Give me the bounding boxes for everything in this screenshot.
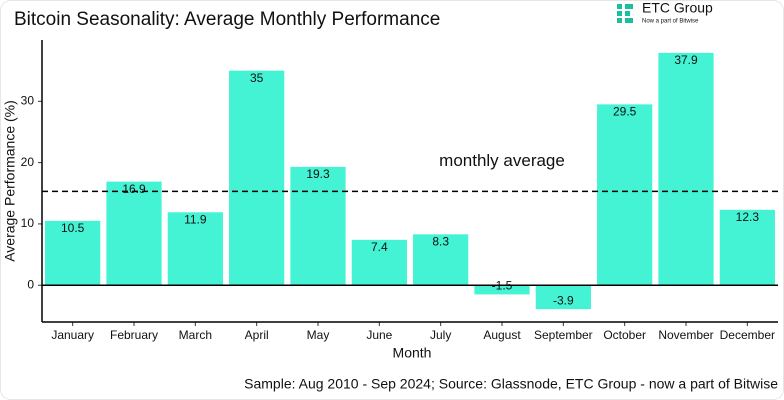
x-tick-label: January [51, 328, 94, 342]
x-tick-label: December [720, 328, 775, 342]
x-axis-title: Month [393, 345, 432, 361]
bar [658, 52, 714, 286]
logo-mark [625, 4, 633, 9]
logo-mark [617, 4, 622, 9]
logo-tagline: Now a part of Bitwise [642, 19, 699, 25]
x-tick-label: September [534, 328, 593, 342]
data-label: 16.9 [122, 182, 146, 196]
source-note: Sample: Aug 2010 - Sep 2024; Source: Gla… [244, 376, 778, 392]
x-tick-label: November [658, 328, 713, 342]
bar [106, 181, 162, 286]
y-axis-title: Average Performance (%) [2, 100, 18, 262]
data-label: 37.9 [674, 53, 698, 67]
y-tick-label: 0 [27, 277, 34, 291]
bar [535, 285, 591, 310]
data-label: 7.4 [371, 240, 388, 254]
data-label: 35 [250, 71, 264, 85]
x-tick-label: July [430, 328, 451, 342]
data-label: 8.3 [432, 235, 449, 249]
bar [229, 70, 285, 286]
bar [719, 209, 775, 286]
logo-mark [625, 18, 633, 23]
bar [597, 104, 653, 286]
logo-mark [617, 18, 622, 23]
chart-title: Bitcoin Seasonality: Average Monthly Per… [14, 9, 440, 30]
logo-name: ETC Group [642, 0, 713, 16]
bar [474, 285, 530, 295]
data-label: 12.3 [736, 210, 760, 224]
x-tick-label: October [603, 328, 646, 342]
x-tick-label: March [179, 328, 212, 342]
x-tick-label: May [307, 328, 330, 342]
bar [413, 234, 469, 286]
data-label: 11.9 [184, 212, 207, 226]
bar [167, 212, 223, 286]
x-tick-label: February [110, 328, 158, 342]
data-label: -3.9 [553, 293, 574, 307]
average-label: monthly average [439, 151, 565, 170]
data-label: 10.5 [61, 221, 85, 235]
y-tick-label: 10 [21, 216, 35, 230]
y-tick-label: 20 [21, 155, 35, 169]
data-label: 29.5 [613, 105, 637, 119]
logo-mark [625, 11, 630, 16]
y-tick-label: 30 [21, 93, 35, 107]
x-tick-label: April [245, 328, 269, 342]
data-label: 19.3 [306, 167, 330, 181]
bar [351, 239, 407, 286]
bar [45, 220, 101, 286]
x-tick-label: June [366, 328, 392, 342]
bar [290, 166, 346, 286]
x-tick-label: August [483, 328, 521, 342]
logo: ETC Group Now a part of Bitwise [617, 0, 713, 25]
logo-mark [617, 11, 622, 16]
